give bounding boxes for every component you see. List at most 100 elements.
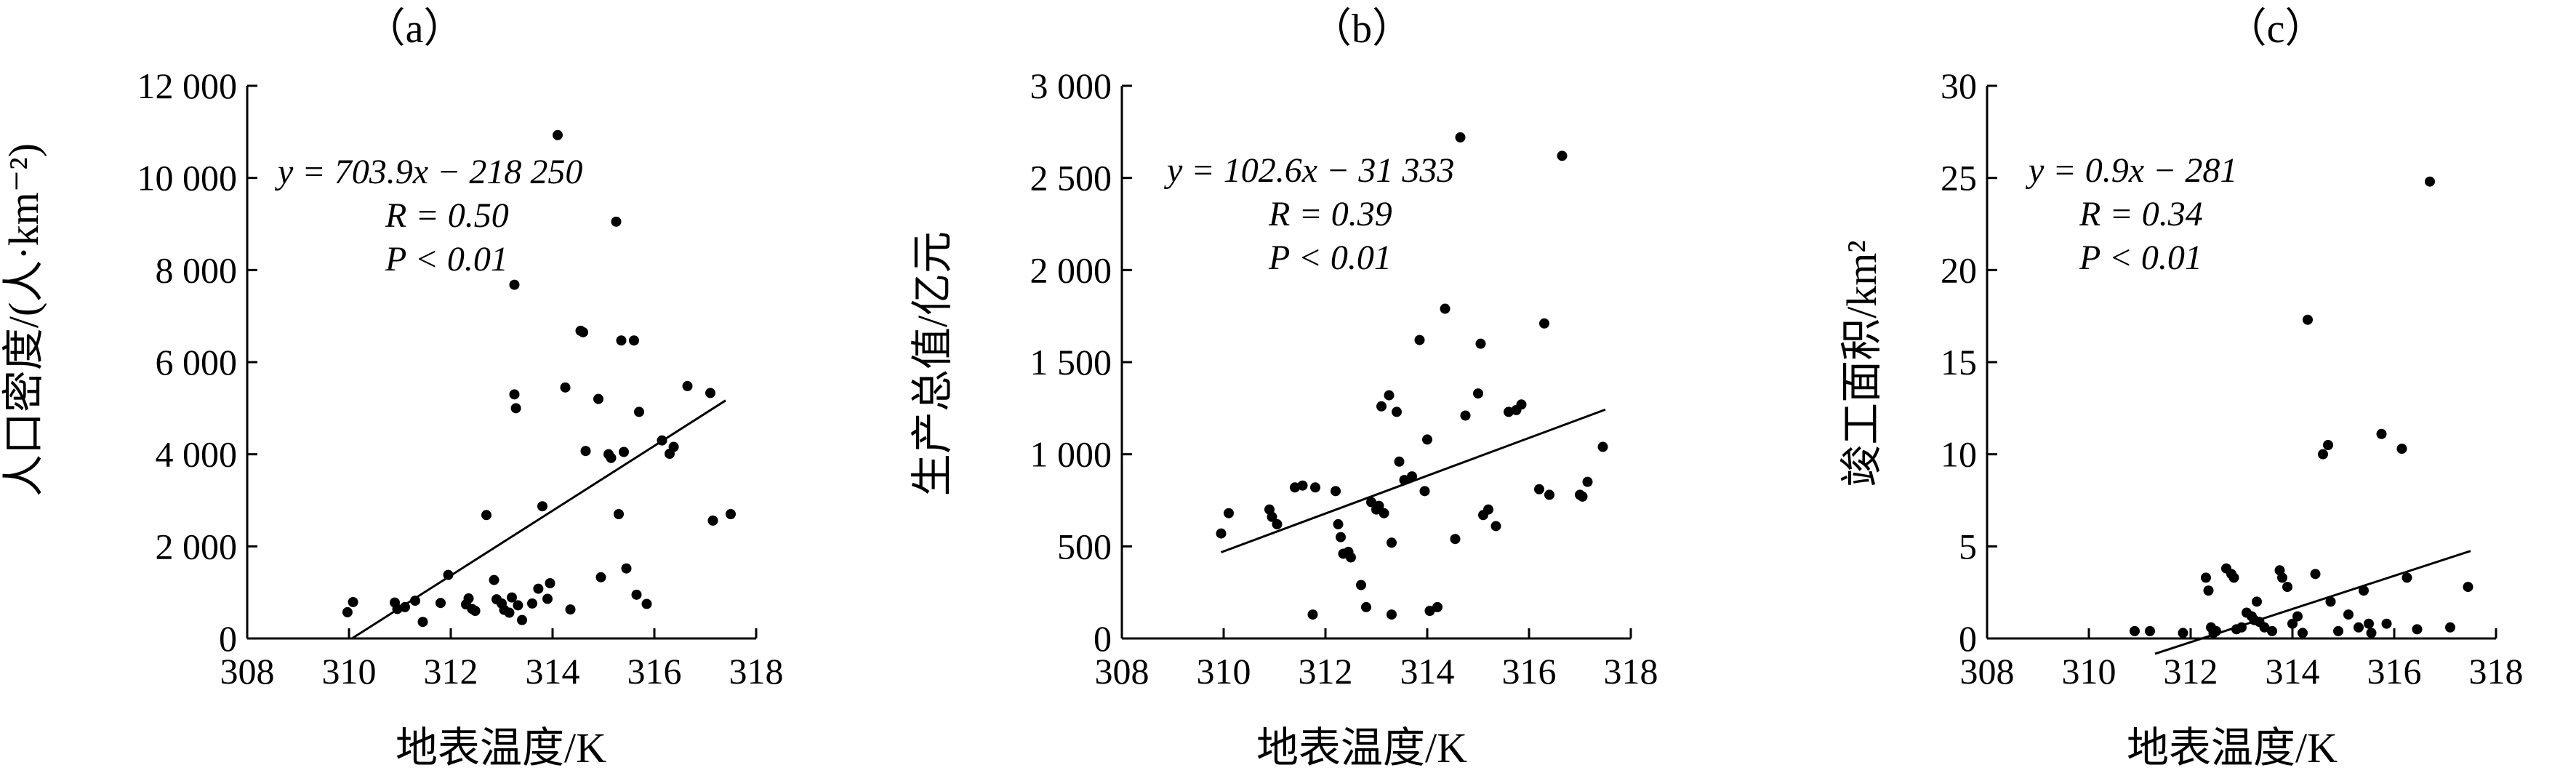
data-point-a (553, 129, 563, 140)
data-point-b (1557, 151, 1568, 161)
y-tick-label-c: 20 (1941, 249, 1977, 290)
y-tick-label-a: 10 000 (137, 158, 238, 199)
data-point-a (560, 382, 571, 393)
data-point-c (2412, 624, 2423, 635)
data-point-a (726, 509, 736, 519)
y-tick-label-c: 5 (1959, 526, 1977, 566)
data-point-a (634, 406, 644, 417)
data-point-a (580, 446, 591, 457)
data-point-b (1407, 471, 1417, 482)
y-tick-label-c: 30 (1941, 65, 1977, 106)
data-point-b (1597, 441, 1608, 452)
y-tick-label-c: 25 (1941, 158, 1977, 199)
data-point-a (463, 593, 474, 604)
data-point-b (1419, 486, 1430, 497)
data-point-a (513, 600, 523, 611)
correlation-r-c: R = 0.34 (2079, 195, 2203, 233)
data-point-a (481, 510, 491, 521)
data-point-b (1483, 504, 1493, 515)
data-point-a (509, 389, 520, 400)
data-point-a (400, 601, 410, 612)
data-point-b (1490, 521, 1501, 532)
data-point-c (2277, 572, 2287, 583)
data-point-c (2343, 609, 2354, 620)
x-tick-label-a: 310 (322, 651, 377, 692)
data-point-a (509, 279, 520, 290)
y-axis-title-b: 生产总值/亿元 (909, 231, 956, 496)
y-tick-label-b: 3 000 (1030, 65, 1112, 106)
data-point-c (2310, 569, 2321, 580)
x-tick-label-c: 310 (2062, 651, 2116, 692)
y-tick-label-c: 15 (1941, 342, 1977, 383)
data-point-b (1336, 532, 1346, 542)
data-point-c (2318, 449, 2328, 460)
data-point-b (1450, 534, 1461, 545)
data-point-a (545, 578, 555, 588)
panel-label-c: （c） (2226, 7, 2326, 52)
data-point-b (1440, 303, 1450, 314)
data-point-b (1379, 508, 1389, 518)
data-point-b (1387, 537, 1397, 548)
y-tick-label-a: 2 000 (156, 526, 238, 566)
regression-line-c (2154, 550, 2471, 655)
data-point-b (1346, 552, 1356, 563)
data-point-b (1504, 406, 1514, 417)
data-point-c (2145, 625, 2155, 636)
data-point-a (527, 598, 537, 609)
data-point-c (2325, 596, 2336, 607)
regression-equation-a: y = 703.9x − 218 250 (274, 153, 582, 191)
data-point-b (1387, 609, 1397, 620)
data-point-c (2364, 618, 2374, 629)
data-point-b (1414, 335, 1425, 345)
data-point-c (2298, 628, 2308, 638)
panel-c-completed-area: （c） 地表温度/K 竣工面积/km² y = 0.9x − 281 R = 0… (1838, 7, 2524, 772)
x-tick-label-c: 314 (2266, 651, 2320, 692)
x-axis-title-a: 地表温度/K (396, 724, 606, 772)
data-point-b (1384, 390, 1395, 401)
panel-a-population-density: （a） 地表温度/K 人口密度/(人·km⁻²) y = 703.9x − 21… (0, 7, 784, 772)
data-point-c (2445, 622, 2455, 633)
x-tick-label-c: 318 (2469, 651, 2524, 692)
data-point-a (619, 446, 629, 457)
data-point-c (2130, 625, 2140, 636)
data-point-a (621, 563, 632, 574)
data-point-b (1475, 338, 1486, 349)
y-tick-label-b: 0 (1094, 618, 1112, 659)
data-point-b (1331, 486, 1341, 497)
data-point-b (1424, 606, 1435, 616)
regression-equation-c: y = 0.9x − 281 (2025, 151, 2237, 190)
data-point-c (2178, 628, 2188, 638)
data-point-a (668, 441, 679, 452)
x-tick-label-a: 312 (424, 651, 478, 692)
data-point-b (1394, 456, 1405, 467)
data-point-a (593, 393, 603, 404)
data-point-b (1455, 132, 1466, 143)
data-point-c (2236, 622, 2247, 633)
data-point-c (2402, 572, 2412, 583)
data-point-b (1272, 518, 1283, 529)
data-point-b (1582, 476, 1593, 487)
data-point-c (2381, 618, 2392, 629)
panel-label-b: （b） (1311, 7, 1413, 52)
regression-line-a (351, 399, 726, 640)
data-point-c (2333, 625, 2343, 636)
data-point-b (1310, 482, 1320, 493)
x-tick-label-c: 312 (2164, 651, 2218, 692)
y-tick-label-b: 500 (1057, 526, 1112, 566)
data-point-a (542, 593, 553, 604)
data-point-a (443, 569, 454, 580)
data-point-a (611, 216, 622, 227)
data-point-a (606, 452, 617, 463)
data-point-a (614, 509, 624, 519)
data-point-b (1376, 401, 1387, 412)
y-tick-label-b: 1 500 (1030, 342, 1112, 383)
x-tick-label-b: 310 (1197, 651, 1251, 692)
data-point-a (565, 604, 576, 615)
data-point-a (410, 596, 420, 606)
data-point-c (2354, 622, 2364, 633)
data-point-b (1366, 497, 1376, 508)
y-tick-label-b: 2 000 (1030, 249, 1112, 290)
data-point-b (1267, 511, 1277, 522)
x-tick-label-b: 316 (1502, 651, 1557, 692)
y-tick-label-c: 0 (1959, 618, 1977, 659)
